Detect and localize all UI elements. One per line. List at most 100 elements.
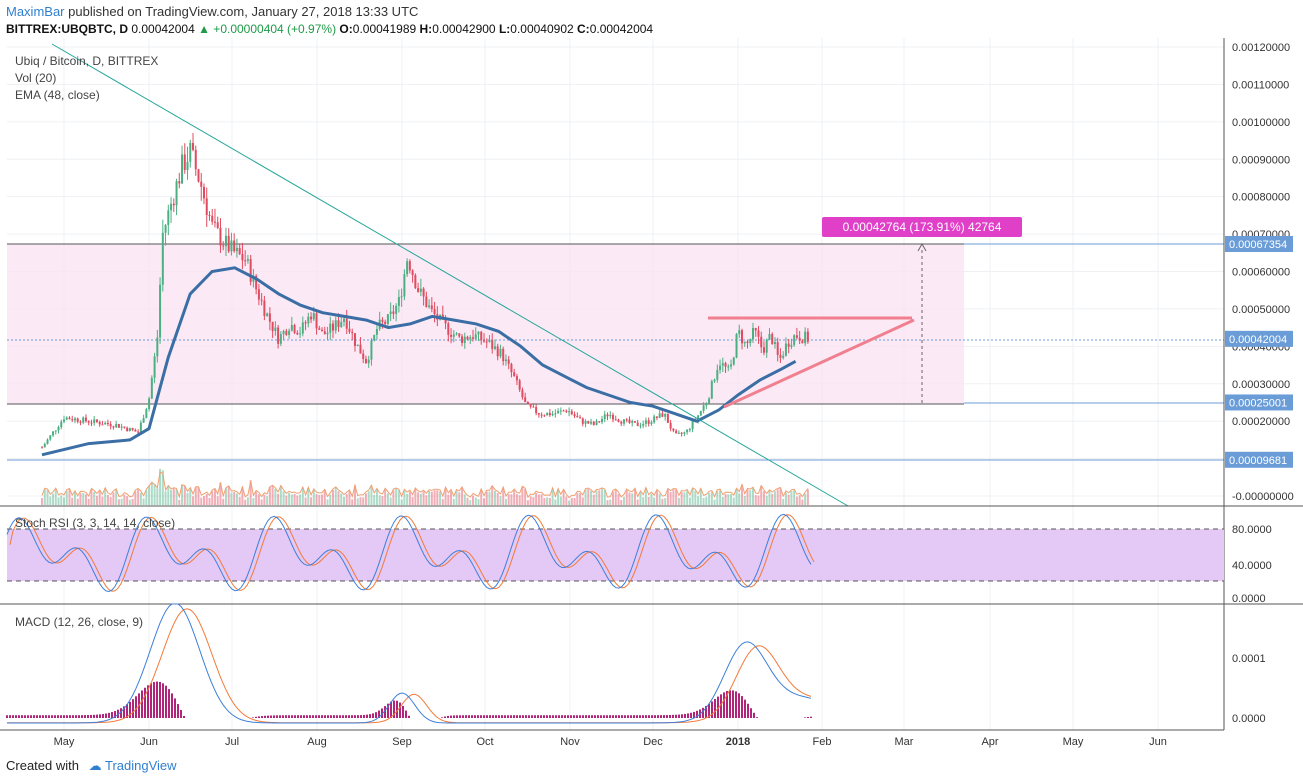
volume-bar: [246, 497, 249, 505]
volume-bar: [98, 491, 101, 505]
volume-bar: [768, 491, 771, 505]
macd-hist-bar: [678, 714, 680, 718]
macd-hist-bar: [510, 715, 512, 718]
macd-hist-bar: [351, 715, 353, 718]
volume-bar: [751, 487, 754, 505]
symbol: BITTREX:UBQBTC, D: [6, 22, 128, 36]
candle-body: [334, 320, 337, 331]
volume-bar: [150, 481, 153, 505]
volume-bar: [801, 499, 804, 505]
price-tick-label: 0.00050000: [1232, 304, 1290, 316]
macd-hist-bar: [663, 715, 665, 718]
volume-bar: [661, 498, 664, 505]
volume-bar: [137, 489, 140, 505]
candle-body: [235, 247, 238, 252]
macd-hist-bar: [588, 715, 590, 718]
author-link[interactable]: MaximBar: [6, 4, 65, 19]
macd-hist-bar: [507, 715, 509, 718]
volume-bar: [691, 488, 694, 505]
candle-body: [414, 275, 417, 289]
candle-body: [95, 419, 98, 422]
macd-hist-bar: [93, 714, 95, 718]
volume-bar: [705, 496, 708, 505]
volume-bar: [326, 499, 329, 505]
candle-body: [466, 336, 469, 340]
candle-body: [60, 421, 63, 428]
volume-bar: [222, 498, 225, 505]
volume-bar: [315, 494, 318, 505]
macd-hist-bar: [399, 702, 401, 718]
volume-bar: [351, 499, 354, 505]
price-tick-label: 0.00100000: [1232, 117, 1290, 129]
candle-body: [524, 397, 527, 403]
candle-body: [408, 261, 411, 271]
volume-bar: [694, 490, 697, 505]
volume-bar: [688, 497, 691, 505]
volume-bar: [776, 489, 779, 505]
volume-bar: [375, 489, 378, 505]
open-label: O:: [339, 22, 353, 36]
volume-bar: [348, 491, 351, 505]
candle-body: [172, 203, 175, 206]
macd-hist-bar: [147, 685, 149, 718]
macd-hist-bar: [525, 715, 527, 718]
volume-bar: [620, 500, 623, 505]
candle-body: [246, 259, 249, 261]
candle-body: [576, 416, 579, 418]
time-tick-label: Nov: [560, 736, 580, 748]
volume-bar: [268, 487, 271, 505]
volume-bar: [101, 496, 104, 505]
candle-body: [535, 407, 538, 414]
macd-histogram: [6, 681, 812, 718]
volume-bar: [526, 500, 529, 505]
macd-hist-bar: [327, 715, 329, 718]
macd-hist-bar: [303, 715, 305, 718]
volume-bar: [186, 492, 189, 505]
price-tick-label: 0.00060000: [1232, 267, 1290, 279]
candle-body: [134, 429, 137, 432]
candle-body: [746, 341, 749, 344]
volume-bar: [570, 498, 573, 505]
candle-body: [653, 416, 656, 423]
candle-body: [584, 421, 587, 424]
volume-bar: [57, 497, 60, 505]
macd-hist-bar: [486, 715, 488, 718]
macd-hist-bar: [744, 699, 746, 718]
candle-body: [307, 316, 310, 324]
volume-bar: [455, 490, 458, 505]
volume-bar: [235, 493, 238, 505]
volume-bar: [762, 491, 765, 505]
macd-hist-bar: [504, 715, 506, 718]
macd-hist-bar: [402, 705, 404, 718]
candle-body: [299, 333, 302, 335]
volume-bar: [288, 492, 291, 505]
macd-hist-bar: [444, 716, 446, 718]
candle-body: [598, 421, 601, 423]
macd-hist-bar: [165, 685, 167, 718]
macd-hist-bar: [441, 717, 443, 718]
volume-bar: [732, 497, 735, 505]
candle-body: [480, 331, 483, 341]
ema-line: [41, 266, 797, 457]
macd-hist-bar: [171, 693, 173, 718]
candle-body: [708, 398, 711, 404]
time-tick-label: Jul: [225, 736, 239, 748]
candle-body: [672, 428, 675, 431]
candle-body: [469, 337, 472, 340]
macd-hist-bar: [162, 683, 164, 718]
tradingview-brand-link[interactable]: ☁ TradingView: [89, 758, 177, 773]
last-price: 0.00042004: [131, 22, 195, 36]
time-tick-label: Mar: [895, 736, 914, 748]
volume-bar: [170, 489, 173, 505]
macd-hist-bar: [645, 715, 647, 718]
macd-hist-bar: [150, 683, 152, 718]
volume-bar: [735, 489, 738, 505]
candle-body: [532, 406, 535, 408]
volume-bar: [581, 497, 584, 505]
candle-body: [798, 337, 801, 341]
volume-bar: [598, 490, 601, 505]
candle-body: [279, 334, 282, 344]
candle-body: [631, 421, 634, 423]
macd-hist-bar: [24, 715, 26, 718]
